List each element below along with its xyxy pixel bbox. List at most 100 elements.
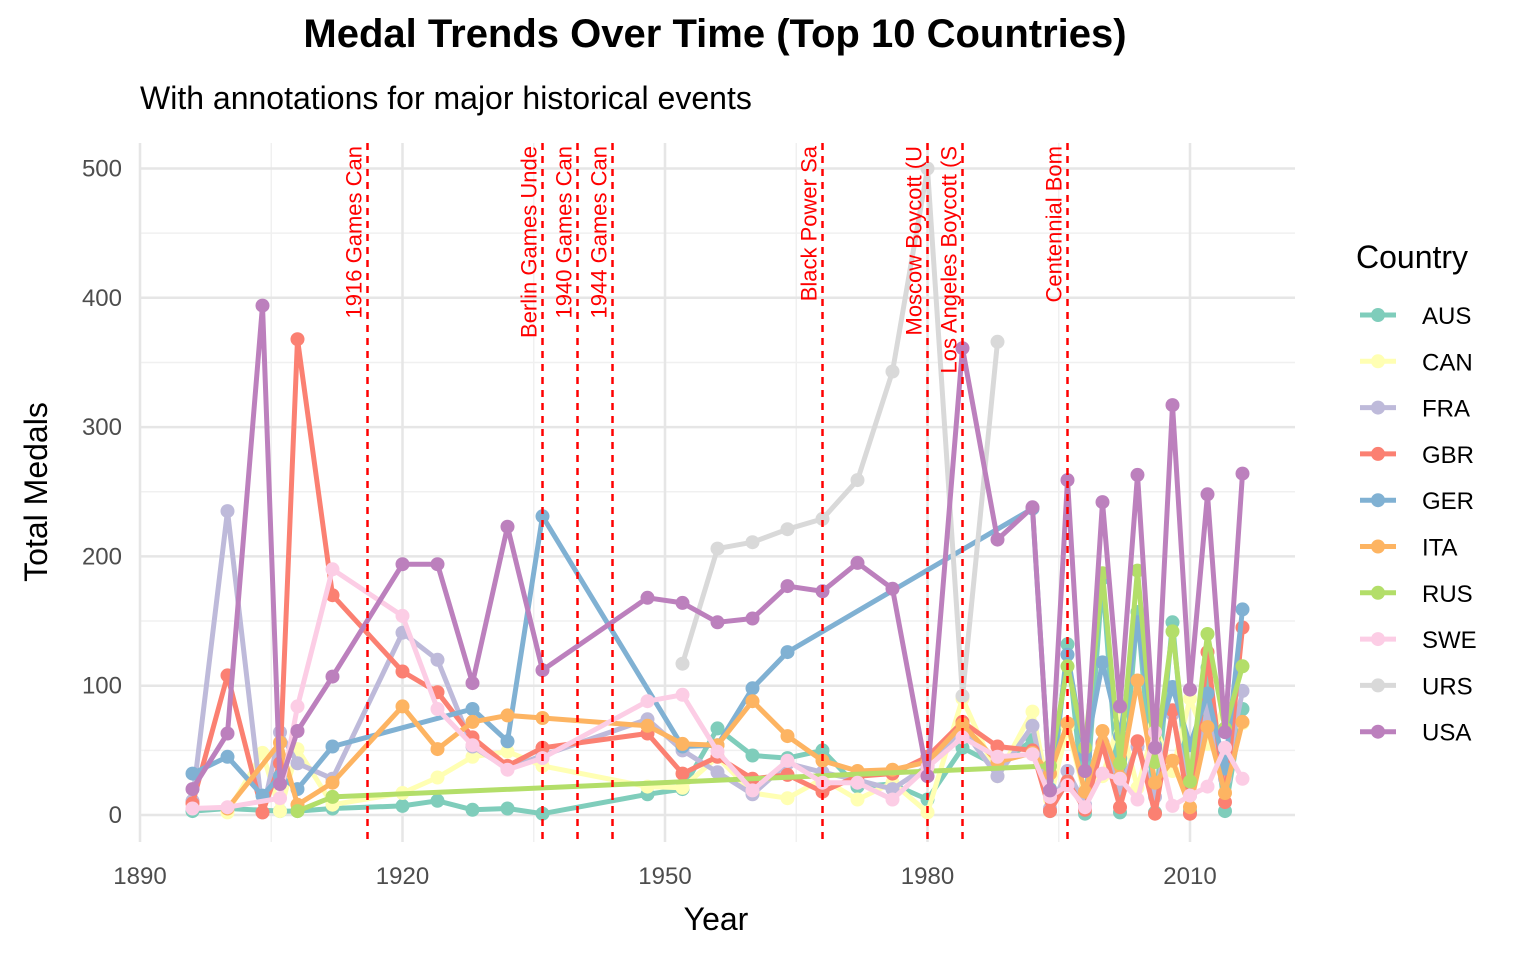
data-point — [500, 801, 515, 816]
legend-title: Country — [1356, 239, 1468, 275]
legend-label: FRA — [1422, 396, 1470, 423]
x-tick-label: 1950 — [638, 863, 691, 890]
data-point — [640, 718, 655, 733]
data-point — [1025, 747, 1040, 762]
event-label: Centennial Bom — [1042, 146, 1067, 303]
data-point — [185, 801, 200, 816]
data-point — [430, 770, 445, 785]
data-point — [745, 694, 760, 709]
data-point — [850, 792, 865, 807]
legend-label: USA — [1422, 720, 1471, 747]
data-point — [815, 743, 830, 758]
data-point — [1218, 725, 1232, 740]
legend-dot — [1371, 400, 1385, 415]
data-point — [465, 702, 480, 716]
data-point — [1183, 788, 1197, 803]
data-point — [1078, 800, 1092, 815]
y-tick-label: 100 — [82, 673, 122, 700]
data-point — [675, 766, 690, 781]
data-point — [1113, 800, 1127, 815]
data-point — [1235, 771, 1250, 786]
event-label: Los Angeles Boycott (S — [937, 146, 962, 373]
data-point — [990, 532, 1005, 547]
x-axis-title: Year — [684, 901, 749, 937]
data-point — [1235, 602, 1250, 617]
data-point — [990, 739, 1005, 754]
series-line — [680, 166, 1000, 699]
data-point — [745, 783, 760, 798]
data-point — [1060, 473, 1075, 488]
data-point — [1218, 740, 1232, 755]
data-point — [1060, 637, 1075, 652]
data-point — [535, 806, 550, 821]
data-point — [220, 800, 235, 815]
data-point — [1235, 659, 1250, 674]
data-point — [395, 608, 410, 623]
data-point — [1183, 682, 1197, 697]
data-point — [850, 555, 865, 570]
data-point — [990, 749, 1005, 764]
legend-label: RUS — [1422, 581, 1473, 608]
data-point — [1025, 704, 1040, 719]
data-point — [220, 504, 235, 519]
data-point — [640, 590, 655, 605]
event-layer: 1916 Games Can Berlin Games Unde 1940 Game… — [342, 143, 1069, 842]
data-point — [1200, 686, 1215, 701]
data-point — [465, 714, 480, 729]
data-point — [430, 702, 445, 716]
data-point — [745, 535, 760, 550]
data-point — [185, 782, 200, 797]
data-point — [955, 730, 970, 745]
data-point — [1148, 806, 1162, 821]
data-point — [1095, 724, 1110, 738]
data-point — [430, 652, 445, 667]
data-point — [675, 595, 690, 610]
data-point — [1113, 756, 1127, 771]
x-tick-label: 1890 — [113, 863, 166, 890]
legend-dot — [1371, 308, 1385, 322]
data-point — [1095, 495, 1110, 510]
data-point — [780, 729, 795, 744]
data-point — [990, 334, 1005, 349]
data-point — [325, 739, 340, 754]
legend-item-fra: FRA — [1360, 396, 1470, 423]
data-point — [850, 473, 865, 488]
legend-dot — [1371, 632, 1385, 647]
data-point — [465, 676, 480, 691]
data-point — [290, 756, 305, 771]
data-point — [745, 681, 760, 696]
data-point — [885, 782, 900, 797]
legend-label: AUS — [1422, 303, 1471, 330]
data-point — [1218, 786, 1232, 800]
data-point — [1043, 804, 1057, 819]
data-point — [1165, 680, 1180, 694]
series-line — [190, 566, 1245, 811]
event-label: 1940 Games Can — [552, 146, 577, 318]
legend-item-can: CAN — [1360, 349, 1473, 376]
legend-dot — [1371, 446, 1385, 461]
y-tick-label: 0 — [109, 802, 122, 829]
data-point — [1130, 734, 1145, 749]
data-point — [1165, 398, 1180, 413]
y-axis-title: Total Medals — [18, 402, 54, 582]
legend-label: URS — [1422, 673, 1473, 700]
legend-item-ger: GER — [1360, 488, 1474, 515]
data-point — [465, 802, 480, 817]
data-point — [395, 699, 410, 714]
data-point — [290, 724, 305, 738]
legend-dot — [1371, 354, 1385, 369]
data-point — [1130, 792, 1145, 807]
data-point — [885, 581, 900, 596]
data-point — [710, 541, 725, 556]
legend-label: SWE — [1422, 627, 1477, 654]
data-point — [290, 332, 305, 347]
data-point — [675, 687, 690, 702]
x-tick-label: 1980 — [901, 863, 954, 890]
legend-item-usa: USA — [1360, 720, 1471, 747]
legend-label: GER — [1422, 488, 1474, 515]
data-point — [675, 736, 690, 751]
data-point — [1025, 500, 1040, 515]
data-point — [325, 669, 340, 684]
data-point — [535, 509, 550, 524]
